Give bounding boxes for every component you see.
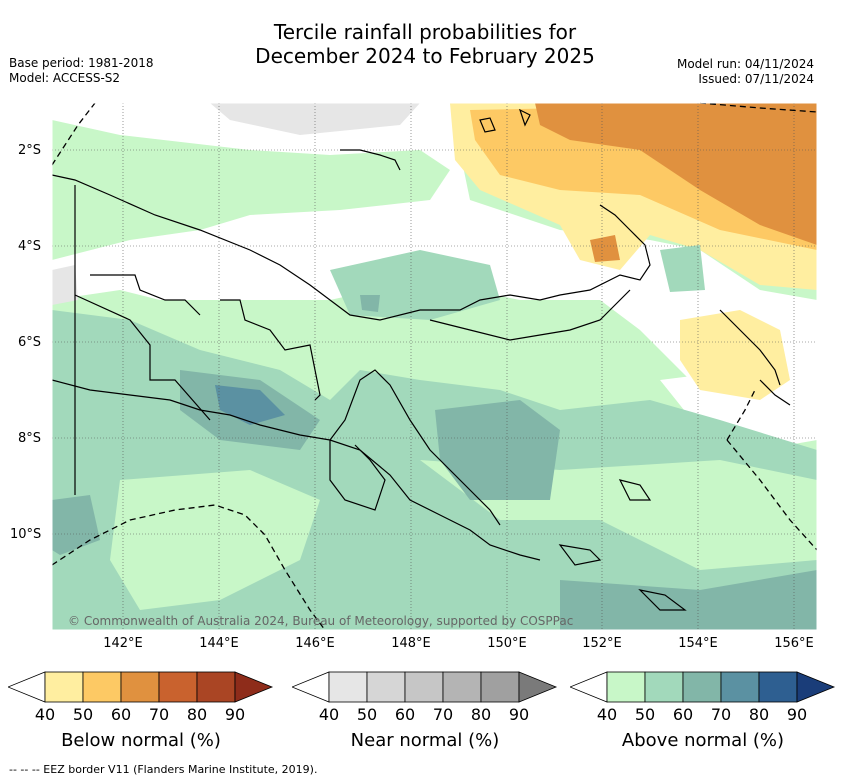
base-period: Base period: 1981-2018 [9, 56, 154, 70]
map-title: Tercile rainfall probabilities for Decem… [0, 20, 850, 68]
above-50-north-band [52, 120, 450, 260]
above-lower-extend [570, 671, 608, 703]
lon-tick-150e: 150°E [487, 636, 527, 651]
below-tick: 60 [110, 705, 132, 724]
near-normal-label: Near normal (%) [350, 730, 500, 751]
run-info: Model run: 04/11/2024 Issued: 07/11/2024 [677, 57, 814, 87]
lat-tick-2s: 2°S [18, 143, 42, 158]
eez-border [51, 102, 818, 631]
model-name: Model: ACCESS-S2 [9, 71, 121, 85]
below-color-box [158, 671, 198, 703]
above-70-small [360, 295, 380, 312]
below-tick: 90 [224, 705, 246, 724]
above-80-gulf [215, 385, 285, 425]
below-70-patch [590, 235, 620, 262]
below-tick: 70 [148, 705, 170, 724]
near-upper-extend [518, 671, 558, 703]
above-color-box [682, 671, 722, 703]
issued-date: Issued: 07/11/2024 [698, 72, 814, 86]
above-tick: 90 [786, 705, 808, 724]
near-tick: 80 [470, 705, 492, 724]
near-normal-colorbar [292, 671, 558, 703]
model-run-date: Model run: 04/11/2024 [676, 57, 814, 71]
near-color-box [328, 671, 368, 703]
graticule [52, 103, 817, 630]
below-color-box [120, 671, 160, 703]
below-upper-extend [234, 671, 274, 703]
above-60-new-ireland [660, 245, 705, 292]
probability-fields [52, 103, 817, 630]
below-tick: 40 [34, 705, 56, 724]
near-tick: 50 [356, 705, 378, 724]
model-info: Base period: 1981-2018 Model: ACCESS-S2 [9, 56, 154, 86]
title-line-2: December 2024 to February 2025 [255, 44, 595, 68]
near-color-box [442, 671, 482, 703]
near-lower-extend [292, 671, 330, 703]
near-tick: 60 [394, 705, 416, 724]
lat-tick-6s: 6°S [18, 335, 42, 350]
lat-tick-4s: 4°S [18, 239, 42, 254]
above-tick: 40 [596, 705, 618, 724]
below-normal-colorbar [8, 671, 274, 703]
lon-tick-154e: 154°E [678, 636, 718, 651]
below-color-box [196, 671, 236, 703]
lat-tick-8s: 8°S [18, 431, 42, 446]
lon-tick-148e: 148°E [391, 636, 431, 651]
eez-footnote: -- -- -- EEZ border V11 (Flanders Marine… [9, 763, 318, 776]
map-frame [51, 102, 818, 631]
title-line-1: Tercile rainfall probabilities for [273, 20, 577, 44]
neutral-zone-east [660, 370, 817, 450]
below-70-region [535, 103, 817, 245]
above-tick: 70 [710, 705, 732, 724]
above-70-west [52, 495, 100, 555]
lon-tick-144e: 144°E [199, 636, 239, 651]
above-normal-colorbar [570, 671, 836, 703]
near-tick: 70 [432, 705, 454, 724]
near-color-box [404, 671, 444, 703]
above-70-solomon-sea [435, 400, 560, 500]
copyright-credit: © Commonwealth of Australia 2024, Bureau… [68, 614, 574, 628]
lon-tick-152e: 152°E [582, 636, 622, 651]
below-color-box [44, 671, 84, 703]
lon-tick-146e: 146°E [295, 636, 335, 651]
above-color-box [720, 671, 760, 703]
borders [74, 185, 386, 511]
below-tick: 50 [72, 705, 94, 724]
above-normal-label: Above normal (%) [621, 730, 785, 751]
near-50-patch-west [52, 265, 78, 305]
lon-tick-142e: 142°E [103, 636, 143, 651]
above-upper-extend [796, 671, 836, 703]
above-tick: 80 [748, 705, 770, 724]
below-normal-label: Below normal (%) [61, 730, 221, 751]
above-50-southwest-inner [110, 470, 320, 610]
above-tick: 50 [634, 705, 656, 724]
near-color-box [366, 671, 406, 703]
near-tick: 40 [318, 705, 340, 724]
lon-tick-156e: 156°E [774, 636, 814, 651]
above-70-southeast [560, 570, 817, 630]
below-lower-extend [8, 671, 46, 703]
near-tick: 90 [508, 705, 530, 724]
above-color-box [606, 671, 646, 703]
lat-tick-10s: 10°S [10, 527, 42, 542]
below-50-east-patch [680, 310, 790, 400]
above-color-box [758, 671, 798, 703]
below-tick: 80 [186, 705, 208, 724]
above-color-box [644, 671, 684, 703]
above-tick: 60 [672, 705, 694, 724]
below-color-box [82, 671, 122, 703]
near-color-box [480, 671, 520, 703]
